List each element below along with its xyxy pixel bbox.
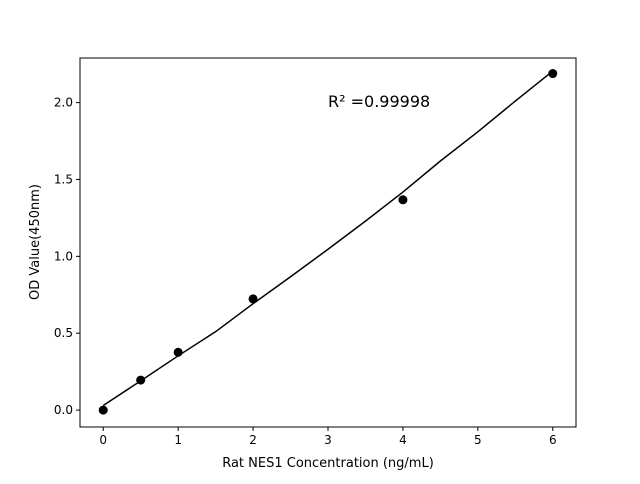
data-point <box>98 405 108 415</box>
x-tick-label: 6 <box>549 433 557 447</box>
x-tick-label: 4 <box>399 433 407 447</box>
x-axis-label: Rat NES1 Concentration (ng/mL) <box>222 456 434 471</box>
data-point <box>136 375 146 385</box>
data-point <box>248 294 258 304</box>
x-tick-label: 0 <box>99 433 107 447</box>
x-tick-label: 1 <box>174 433 182 447</box>
y-tick-label: 0.5 <box>54 326 73 340</box>
x-tick-label: 3 <box>324 433 332 447</box>
y-tick-label: 2.0 <box>54 96 73 110</box>
data-point <box>173 347 183 357</box>
data-point <box>398 195 408 205</box>
y-tick-label: 0.0 <box>54 403 73 417</box>
y-axis-label: OD Value(450nm) <box>28 184 43 300</box>
y-tick-label: 1.0 <box>54 249 73 263</box>
x-tick-label: 2 <box>249 433 257 447</box>
data-point <box>548 69 558 79</box>
x-tick-label: 5 <box>474 433 482 447</box>
y-tick-label: 1.5 <box>54 172 73 186</box>
r-squared-annotation: R² =0.99998 <box>328 92 430 111</box>
